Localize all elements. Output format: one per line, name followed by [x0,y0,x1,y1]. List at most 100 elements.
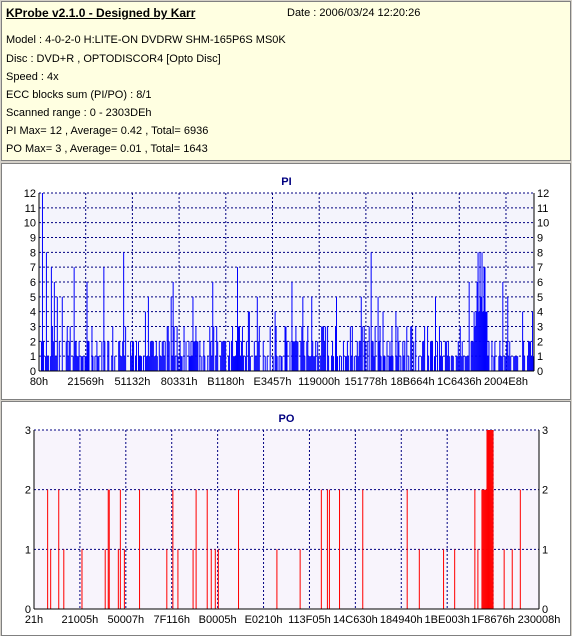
data-bar [167,326,169,371]
data-bar [231,341,233,371]
pi-chart-panel: PI 0 0 1 1 2 2 3 3 4 4 5 5 6 6 7 7 8 8 9 9 10 10 11 11 12 12 80h 215… [1,163,571,400]
data-bar [418,356,420,371]
data-bar [72,356,74,371]
data-bar [207,356,209,371]
data-bar [194,341,196,371]
data-bar [504,356,506,371]
data-bar [107,489,109,609]
chart-title: PO [279,413,295,425]
data-bar [161,341,163,371]
data-bar [478,311,480,371]
data-bar [451,356,453,371]
data-bar [397,326,399,371]
data-bar [483,267,485,371]
data-bar [280,356,282,371]
data-bar [503,549,505,609]
data-bar [229,341,231,371]
data-bar [513,356,515,371]
data-bar [174,356,176,371]
data-bar [336,296,337,371]
data-bar [427,326,429,371]
data-bar [239,356,241,371]
data-bar [76,356,78,371]
data-bar [353,356,355,371]
y-tick-label-right: 4 [537,307,543,319]
data-bar [172,489,174,609]
data-bar [148,356,150,371]
po-chart-panel: PO 0 0 1 1 2 2 3 3 21h 21005h 50007h 7F116h B0005h E02… [1,401,571,636]
data-bar [199,341,201,371]
data-bar [258,326,260,371]
data-bar [163,356,165,371]
data-bar [450,356,452,371]
data-bar [428,356,430,371]
data-bar [262,341,264,371]
data-bar [56,296,58,371]
data-bar [530,341,532,371]
x-tick-label: E0210h [245,614,283,626]
data-bar [245,341,247,371]
data-bar [461,341,463,371]
data-bar [195,489,197,609]
data-bar [210,341,212,371]
data-bar [307,326,309,371]
data-bar [107,341,109,371]
data-bar [173,326,175,371]
data-bar [188,341,190,371]
y-tick-label-right: 2 [542,485,548,497]
data-bar [256,296,258,371]
data-bar [69,326,71,371]
data-bar [435,296,436,371]
data-bar [172,282,174,371]
data-bar [193,341,195,371]
data-bar [498,356,500,371]
data-bar [215,356,217,371]
data-bar [430,341,432,371]
data-bar [464,356,466,371]
data-bar [289,341,291,371]
data-bar [505,356,507,371]
data-bar [276,356,278,371]
data-bar [411,326,413,371]
y-tick-label-right: 8 [537,247,543,259]
data-bar [299,549,301,609]
data-bar [516,356,518,371]
data-bar [75,341,77,371]
data-bar [139,489,141,609]
data-bar [240,341,242,371]
data-bar [421,356,423,371]
data-bar [85,356,87,371]
data-bar [508,356,510,371]
data-bar [149,341,151,371]
info-panel: KProbe v2.1.0 - Designed by Karr Date : … [1,1,571,161]
data-bar [135,356,137,371]
data-bar [146,356,148,371]
data-bar [446,356,448,371]
data-bar [531,356,533,371]
data-bar [196,341,198,371]
data-bar [402,341,404,371]
data-bar [363,326,365,371]
data-bar [84,356,86,371]
data-bar [458,356,460,371]
y-tick-label-right: 3 [537,322,543,334]
data-bar [507,296,509,371]
data-bar [383,356,385,371]
data-bar [482,489,484,609]
data-bar [189,356,191,371]
data-bar [482,311,484,371]
data-bar [389,341,391,371]
data-bar [297,341,299,371]
x-tick-label: B0005h [199,614,237,626]
data-bar [502,282,504,371]
data-bar [311,296,313,371]
data-bar [257,341,259,371]
data-bar [509,341,511,371]
data-bar [415,326,417,371]
data-bar [54,356,56,371]
y-tick-label-right: 3 [542,425,548,437]
data-bar [119,341,121,371]
data-bar [391,326,393,371]
y-tick-label-left: 2 [25,485,31,497]
data-bar [431,341,433,371]
